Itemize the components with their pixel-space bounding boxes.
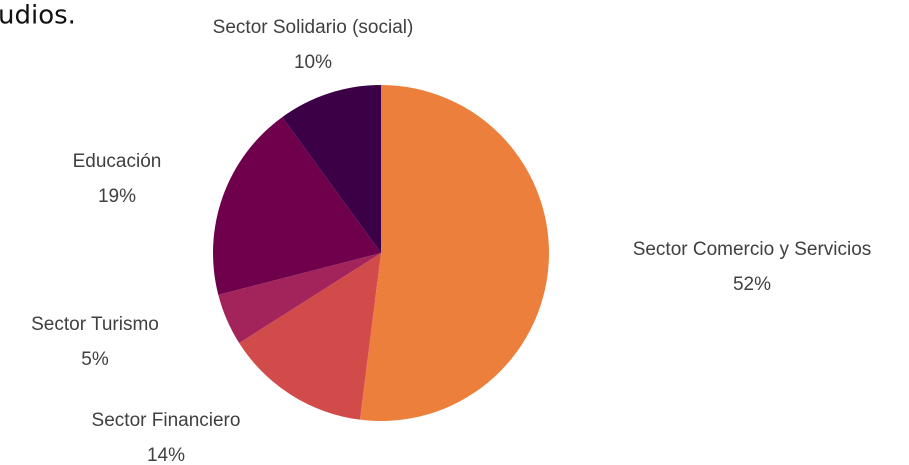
slice-value-label: 52%: [733, 274, 771, 295]
pie-slice: [218, 253, 381, 344]
slice-label: Sector Turismo: [31, 314, 159, 335]
slice-label: Sector Comercio y Servicios: [633, 239, 872, 260]
slice-label: Sector Financiero: [92, 410, 241, 431]
slice-value-label: 10%: [294, 52, 332, 73]
pie-slice: [239, 253, 381, 420]
slice-value-label: 5%: [81, 349, 109, 370]
pie-slice: [212, 117, 381, 295]
chart-title: udios.: [0, 1, 76, 31]
slice-value-label: 14%: [147, 445, 185, 465]
pie-slice: [282, 85, 381, 253]
slice-value-label: 19%: [98, 186, 136, 207]
slice-label: Educación: [73, 151, 162, 172]
slice-label: Sector Solidario (social): [213, 17, 414, 38]
pie-slice: [359, 85, 549, 421]
